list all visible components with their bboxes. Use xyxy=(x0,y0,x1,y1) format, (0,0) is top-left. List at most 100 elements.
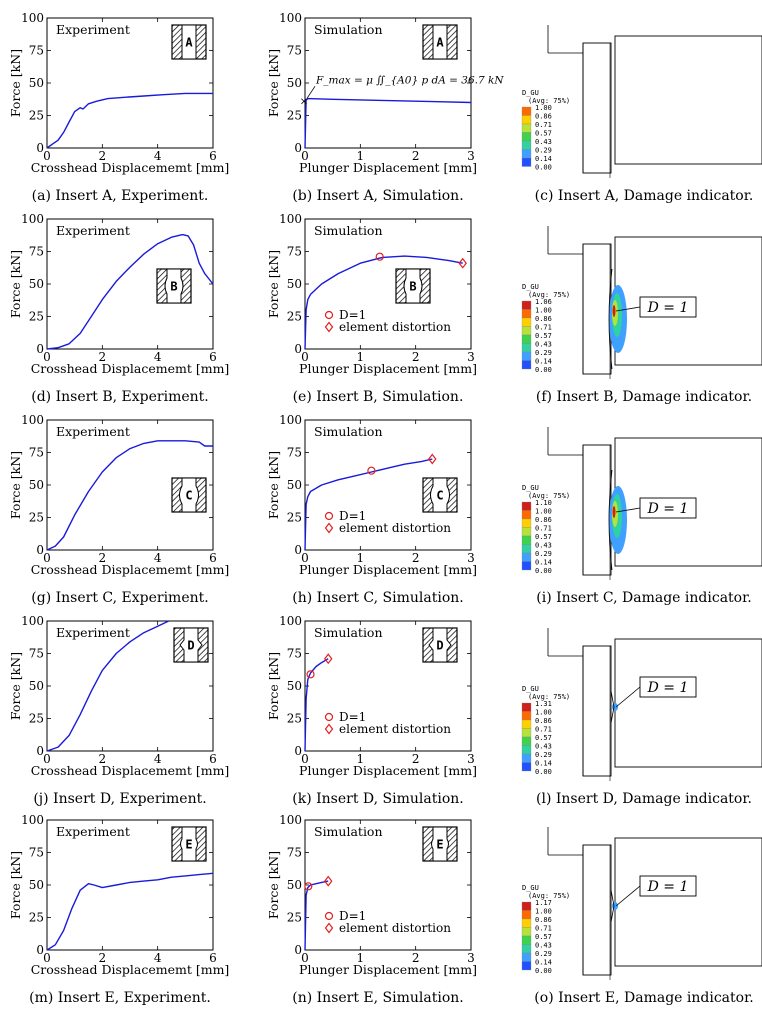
y-tick-label: 0 xyxy=(294,744,302,758)
y-tick-label: 100 xyxy=(279,614,302,628)
x-axis-label: Plunger Displacement [mm] xyxy=(299,763,477,778)
marker-d1 xyxy=(375,252,384,261)
y-tick-label: 25 xyxy=(29,712,44,726)
legend-value: 0.29 xyxy=(535,349,552,357)
callout-box xyxy=(639,875,697,897)
annotation-marker: × xyxy=(300,96,308,107)
insert-letter: E xyxy=(185,838,192,852)
legend-symbol-circle xyxy=(324,310,334,320)
legend-swatch xyxy=(521,728,532,738)
legend-swatch xyxy=(521,343,532,353)
callout-text: D = 1 xyxy=(647,680,689,696)
legend-value: 0.29 xyxy=(535,751,552,759)
panel-label: Simulation xyxy=(314,824,383,839)
y-axis-label: Force [kN] xyxy=(266,652,281,720)
crack-path xyxy=(608,469,613,571)
legend-symbol-circle xyxy=(324,511,334,521)
y-tick-label: 0 xyxy=(294,543,302,557)
insert-icon: D xyxy=(173,627,209,663)
y-tick-label: 75 xyxy=(29,846,44,860)
y-tick-label: 100 xyxy=(21,413,44,427)
legend-value: 0.57 xyxy=(535,332,552,340)
legend-swatch xyxy=(521,535,532,545)
x-tick-label: 3 xyxy=(467,149,475,163)
panel-caption: (f) Insert B, Damage indicator. xyxy=(536,389,752,405)
y-tick-label: 75 xyxy=(29,647,44,661)
x-tick-label: 2 xyxy=(412,752,420,766)
legend-swatch xyxy=(521,132,532,142)
x-axis-label: Plunger Displacement [mm] xyxy=(299,361,477,376)
panel-caption: (n) Insert E, Simulation. xyxy=(292,990,463,1006)
panel-label: Simulation xyxy=(314,22,383,37)
legend-swatch xyxy=(521,552,532,562)
legend-swatch xyxy=(521,901,532,911)
insert-channel xyxy=(403,268,423,304)
x-tick-label: 3 xyxy=(467,752,475,766)
callout-box xyxy=(639,676,697,698)
y-tick-label: 100 xyxy=(21,614,44,628)
legend-swatch xyxy=(521,952,532,962)
y-tick-label: 50 xyxy=(287,679,302,693)
panel-label: Experiment xyxy=(56,22,130,37)
legend-title: D_GU xyxy=(522,283,539,291)
workpiece xyxy=(614,638,762,768)
y-tick-label: 75 xyxy=(287,44,302,58)
x-tick-label: 2 xyxy=(412,951,420,965)
legend-value: 1.00 xyxy=(535,104,552,112)
x-tick-label: 4 xyxy=(154,951,162,965)
panel-caption: (l) Insert D, Damage indicator. xyxy=(536,791,752,807)
legend-entry: D=1 xyxy=(339,909,366,923)
legend-value: 1.00 xyxy=(535,307,552,315)
legend-swatch xyxy=(521,719,532,729)
y-tick-label: 0 xyxy=(294,141,302,155)
series-line xyxy=(304,458,433,551)
insert-channel xyxy=(431,826,449,862)
insert-icon: C xyxy=(171,477,207,513)
legend-value: 0.00 xyxy=(535,164,552,172)
x-tick-label: 2 xyxy=(99,752,107,766)
y-tick-label: 100 xyxy=(279,11,302,25)
legend-title: D_GU xyxy=(522,685,539,693)
legend-value: 0.14 xyxy=(535,760,552,768)
y-tick-label: 50 xyxy=(287,277,302,291)
legend-value: 0.14 xyxy=(535,155,552,163)
panel-label: Simulation xyxy=(314,625,383,640)
insert-icon: A xyxy=(422,24,458,60)
callout-box xyxy=(639,296,697,318)
y-tick-label: 0 xyxy=(36,141,44,155)
legend-swatch xyxy=(521,927,532,937)
legend-value: 0.00 xyxy=(535,967,552,975)
x-tick-label: 2 xyxy=(412,350,420,364)
legend-swatch xyxy=(521,140,532,150)
panel-label: Experiment xyxy=(56,424,130,439)
y-tick-label: 50 xyxy=(287,878,302,892)
damage-zone-max xyxy=(612,305,616,317)
legend-symbol-circle xyxy=(324,712,334,722)
legend-swatch xyxy=(521,935,532,945)
callout-leader xyxy=(615,507,641,513)
x-tick-label: 2 xyxy=(99,951,107,965)
series-line xyxy=(304,880,329,951)
damage-zone-low xyxy=(612,703,618,711)
legend-value: 0.43 xyxy=(535,743,552,751)
y-tick-label: 75 xyxy=(287,647,302,661)
y-tick-label: 50 xyxy=(29,478,44,492)
legend-value: 0.29 xyxy=(535,950,552,958)
annotation-text: F_max = μ ∬_{A0} p dA = 36.7 kN xyxy=(315,74,504,86)
insert-letter: C xyxy=(436,489,443,503)
legend-value: 0.71 xyxy=(535,726,552,734)
insert-icon: E xyxy=(422,826,458,862)
marker-distortion xyxy=(458,257,467,269)
marker-distortion xyxy=(323,653,333,665)
legend-value: 1.17 xyxy=(535,899,552,907)
insert-icon: E xyxy=(171,826,207,862)
x-tick-label: 1 xyxy=(357,752,365,766)
legend-entry: D=1 xyxy=(339,710,366,724)
x-tick-label: 1 xyxy=(357,149,365,163)
x-tick-label: 6 xyxy=(209,551,217,565)
y-tick-label: 50 xyxy=(287,478,302,492)
marker-d1 xyxy=(367,466,376,475)
panel-caption: (i) Insert C, Damage indicator. xyxy=(536,590,751,606)
legend-value: 0.29 xyxy=(535,147,552,155)
